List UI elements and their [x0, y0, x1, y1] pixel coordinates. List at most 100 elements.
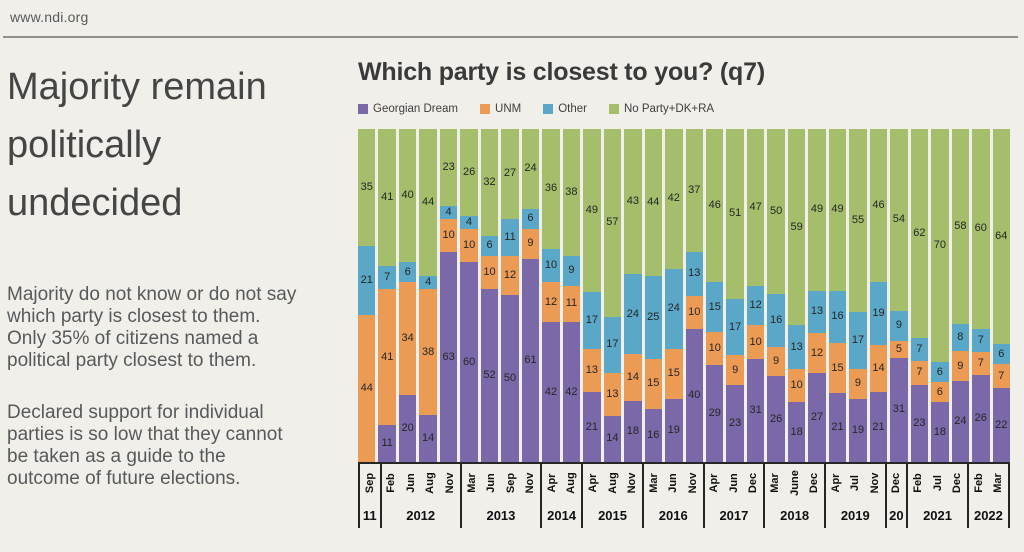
segment-value-label: 4	[425, 275, 432, 288]
month-label-feb-2021: Feb	[908, 464, 928, 502]
segment-value-label: 13	[810, 305, 824, 318]
segment-value-label: 12	[503, 269, 517, 281]
segment-no-party-dk-ra: 64	[992, 129, 1010, 345]
bar-sep-11: 35 21 44	[358, 129, 376, 462]
month-text: Dec	[951, 472, 964, 494]
segment-value-label: 18	[933, 425, 946, 438]
month-label-jul-2019: Jul	[846, 464, 866, 502]
segment-georgian-dream: 18	[931, 402, 949, 462]
segment-value-label: 43	[626, 194, 639, 207]
months-row-2014: Apr Aug	[542, 464, 581, 502]
segment-value-label: 10	[790, 378, 803, 391]
segment-value-label: 35	[360, 180, 373, 193]
bar-dec-2018: 49 13 12 27	[808, 129, 826, 462]
segment-value-label: 42	[544, 385, 558, 398]
segment-value-label: 6	[998, 347, 1005, 360]
segment-value-label: 41	[381, 190, 394, 203]
segment-value-label: 6	[486, 239, 493, 252]
month-text: Nov	[444, 472, 457, 494]
month-text: Jun	[485, 473, 498, 493]
bar-nov-2012: 23 4 10 63	[439, 129, 458, 462]
month-text: Nov	[524, 472, 537, 494]
segment-unm: 9	[767, 346, 785, 377]
segment-unm: 9	[849, 368, 867, 399]
month-text: Nov	[686, 472, 699, 494]
month-text: June	[788, 470, 801, 496]
segment-value-label: 14	[422, 432, 435, 445]
segment-value-label: 47	[749, 200, 762, 213]
segment-value-label: 44	[422, 195, 435, 208]
bar-nov-2013: 24 6 9 61	[521, 129, 540, 462]
segment-no-party-dk-ra: 49	[808, 129, 826, 291]
segment-value-label: 31	[892, 403, 906, 416]
segment-value-label: 9	[773, 354, 780, 367]
segment-other: 13	[685, 252, 703, 296]
segment-no-party-dk-ra: 59	[787, 129, 806, 326]
year-label-2019: 2019	[840, 507, 870, 523]
bar-jun-2013: 32 6 10 52	[480, 129, 499, 462]
segment-other: 16	[828, 290, 847, 344]
month-label-dec-2018: Dec	[804, 464, 824, 502]
month-label-apr-2019: Apr	[826, 464, 846, 502]
segment-value-label: 24	[626, 307, 639, 320]
segment-value-label: 42	[565, 385, 578, 398]
segment-other: 24	[624, 273, 642, 355]
segment-value-label: 9	[854, 377, 862, 390]
segment-value-label: 10	[708, 342, 721, 355]
month-text: Jul	[931, 475, 944, 491]
bar-apr-2019: 49 16 15 21	[828, 129, 847, 462]
month-label-jun-2017: Jun	[724, 464, 744, 502]
year-label-2016: 2016	[658, 507, 688, 523]
month-text: Jun	[404, 473, 417, 493]
segment-georgian-dream: 40	[685, 328, 703, 462]
bar-nov-2015: 43 24 14 18	[624, 129, 642, 463]
segment-value-label: 52	[483, 368, 496, 381]
segment-georgian-dream: 11	[378, 425, 396, 462]
segment-georgian-dream: 29	[705, 365, 724, 462]
segment-georgian-dream: 16	[644, 408, 663, 462]
segment-value-label: 9	[895, 319, 902, 332]
segment-unm: 12	[808, 333, 826, 373]
segment-value-label: 63	[442, 350, 455, 363]
segment-value-label: 17	[729, 320, 742, 333]
segment-value-label: 10	[688, 305, 701, 318]
month-label-aug-2012: Aug	[421, 464, 441, 502]
segment-value-label: 9	[957, 359, 964, 372]
segment-unm: 10	[480, 255, 499, 289]
segment-value-label: 9	[732, 363, 739, 376]
segment-value-label: 50	[769, 204, 783, 217]
segment-no-party-dk-ra: 70	[931, 129, 949, 363]
slide-paragraph-1: Majority do not know or do not say which…	[7, 284, 297, 371]
segment-unm: 9	[726, 355, 744, 386]
segment-other: 12	[746, 285, 765, 326]
segment-no-party-dk-ra: 44	[419, 129, 437, 276]
segment-other: 13	[808, 290, 826, 334]
segment-other: 17	[726, 298, 744, 356]
year-label-2022: 2022	[973, 507, 1003, 523]
segment-value-label: 23	[442, 160, 455, 173]
segment-value-label: 46	[708, 199, 721, 212]
month-label-nov-2012: Nov	[440, 464, 460, 502]
month-text: Jun	[727, 473, 740, 493]
segment-value-label: 36	[544, 182, 558, 195]
bar-apr-2015: 49 17 13 21	[583, 129, 601, 463]
segment-other: 8	[951, 324, 970, 351]
bar-sep-2013: 27 11 12 50	[501, 129, 519, 462]
segment-value-label: 17	[606, 338, 619, 351]
segment-unm: 44	[358, 315, 376, 462]
legend-label: Other	[558, 103, 587, 115]
segment-other: 17	[849, 312, 867, 369]
slide-paragraph-2: Declared support for individual parties …	[7, 402, 283, 489]
months-row-2021: Feb Jul Dec	[908, 464, 967, 502]
segment-value-label: 10	[483, 265, 496, 278]
month-text: Sep	[363, 472, 376, 494]
segment-value-label: 49	[831, 203, 844, 216]
segment-other: 25	[644, 275, 663, 359]
month-label-dec-2021: Dec	[947, 464, 967, 502]
segment-georgian-dream: 18	[787, 402, 806, 462]
year-group-2015: Apr Aug Nov 2015	[583, 464, 644, 528]
segment-no-party-dk-ra: 49	[828, 129, 847, 291]
segment-other: 6	[521, 208, 540, 229]
year-group-2021: Feb Jul Dec 2021	[908, 464, 969, 528]
segment-no-party-dk-ra: 35	[358, 129, 376, 246]
